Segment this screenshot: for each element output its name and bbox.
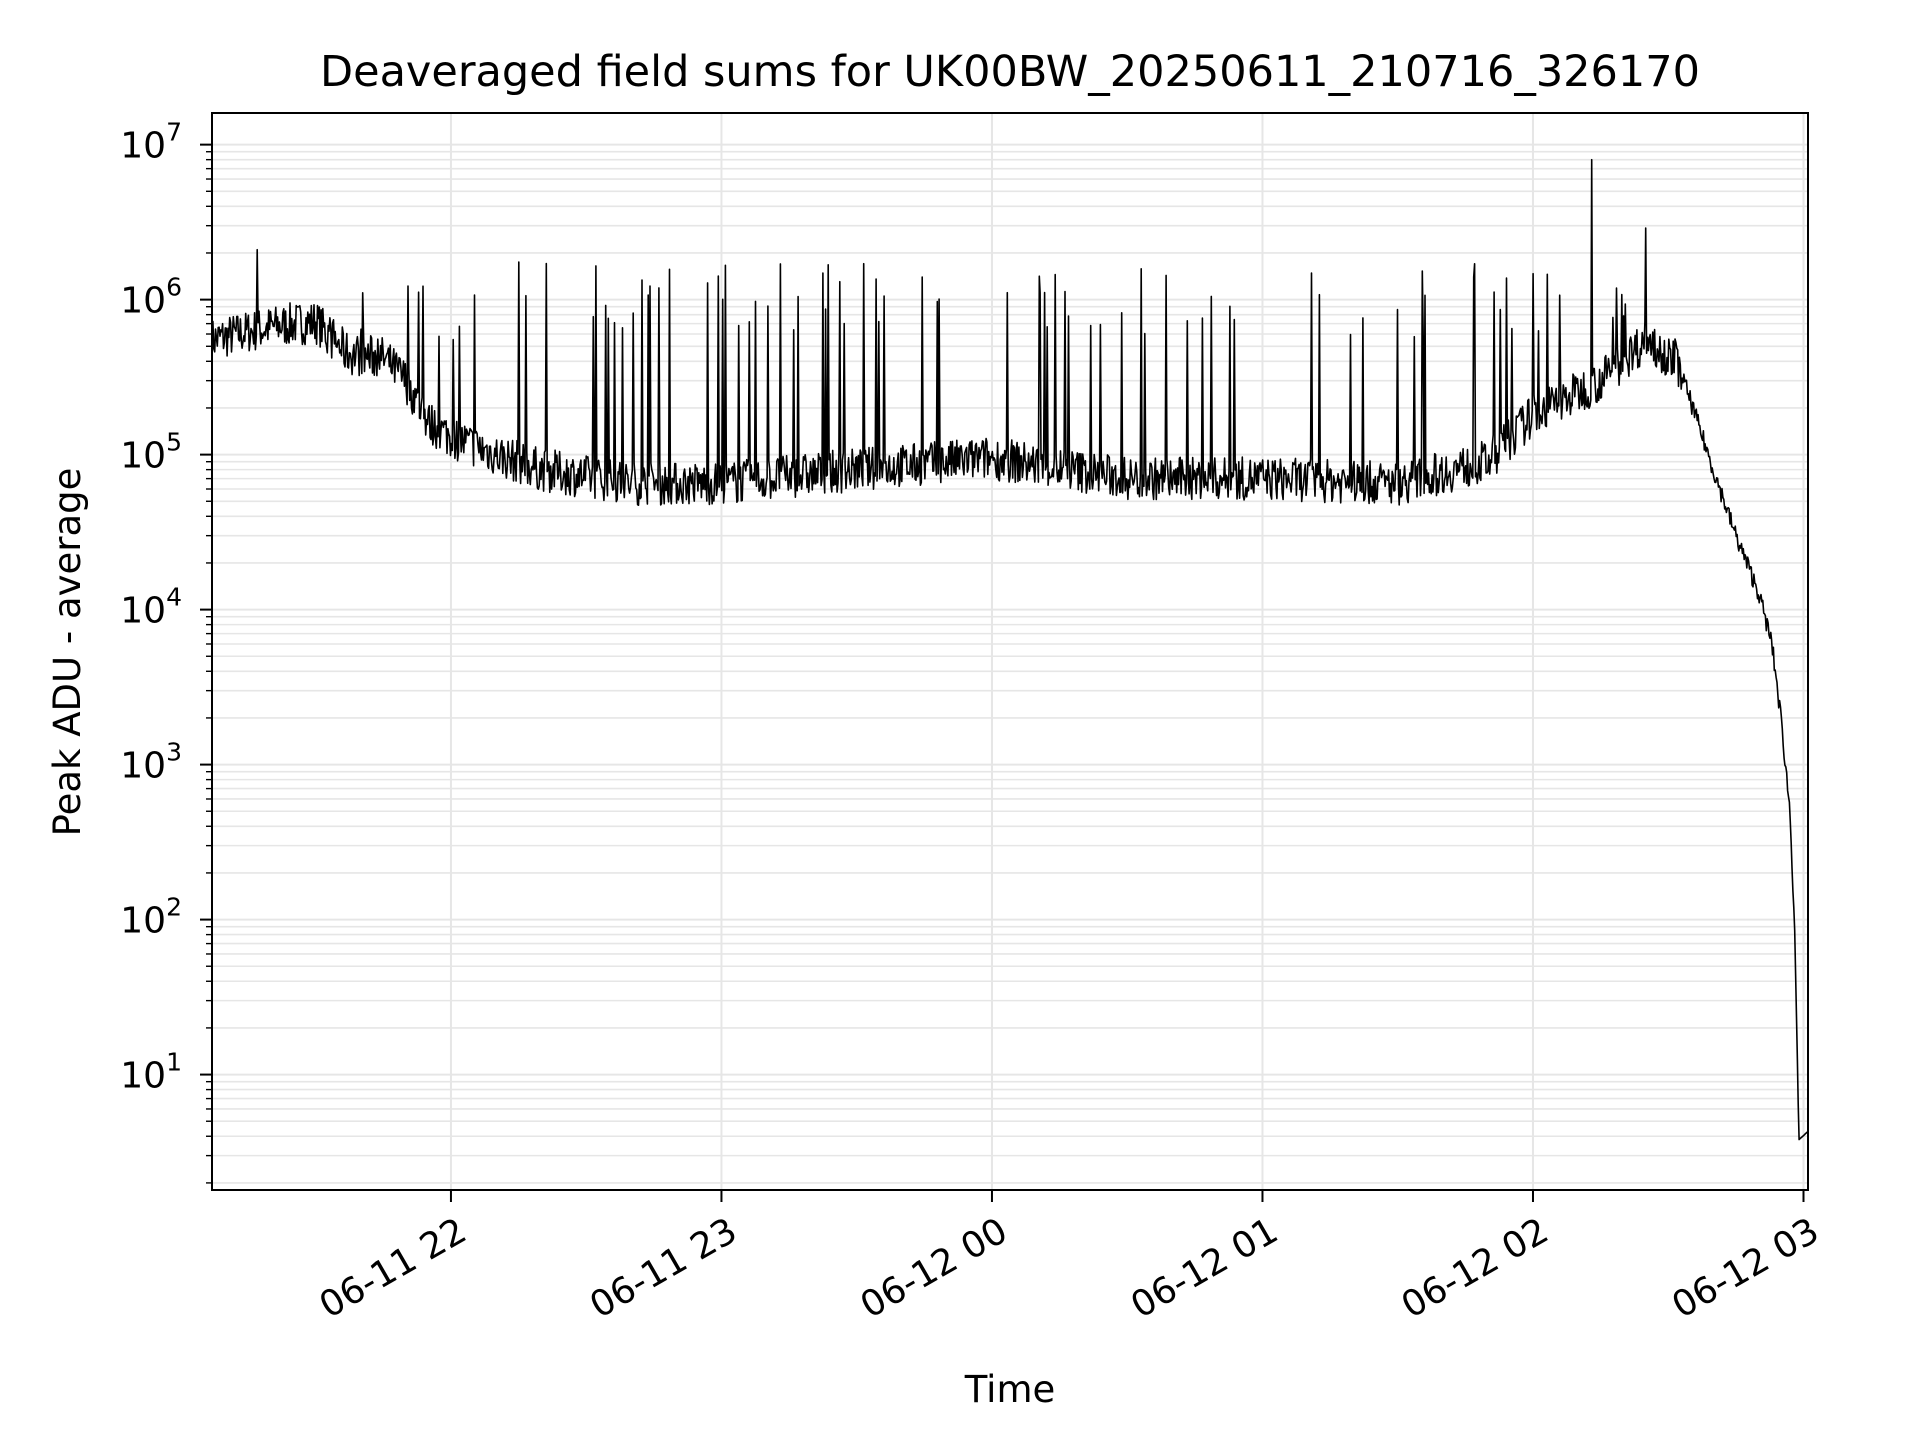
y-tick-label: 104 [120,583,182,632]
plot-frame [211,112,1809,1191]
minor-gridlines [212,150,1808,1184]
chart-title: Deaveraged field sums for UK00BW_2025061… [320,47,1700,97]
y-tick-label: 106 [120,273,182,322]
y-axis-label: Peak ADU - average [46,468,89,837]
y-tick-label: 103 [120,738,182,787]
y-tick-label: 105 [120,428,182,477]
y-axis: 101 102 103 104 105 106 107 [120,118,212,1184]
y-tick-label: 101 [120,1048,182,1097]
series-line [211,158,1809,1141]
y-tick-label: 102 [120,893,182,942]
x-axis-label: Time [964,1368,1056,1411]
y-tick-label: 107 [120,118,182,167]
